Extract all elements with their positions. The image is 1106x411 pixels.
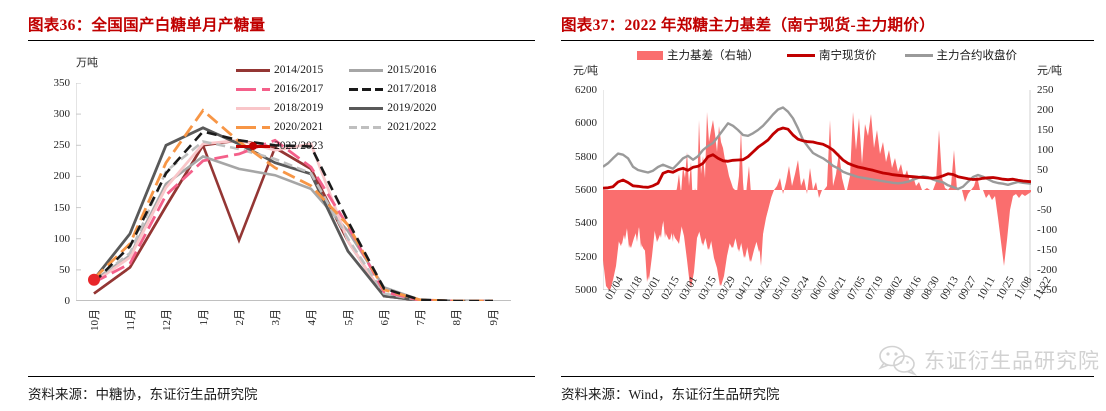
chart37-rytick-200: 200 (1037, 104, 1054, 116)
chart37-lytick-5200: 5200 (575, 250, 597, 263)
chart36-ytick-250: 250 (53, 139, 71, 152)
chart36-ytick-150: 150 (53, 201, 71, 214)
chart36-xtick-4: 2月 (234, 309, 246, 326)
chart37-rytick-m250: -250 (1037, 284, 1058, 296)
legend-swatch-basis (637, 50, 663, 60)
figure-36-source-block: 资料来源：中糖协，东证衍生品研究院 (28, 376, 535, 403)
figure-37-chart: 主力基差（右轴） 南宁现货价 主力合约收盘价 元/吨 元/吨 6200 6000… (561, 40, 1098, 340)
chart36-xtick-11: 9月 (488, 309, 500, 326)
chart37-series-nanning-spot (603, 126, 1031, 190)
chart36-ytick-350: 350 (53, 77, 71, 89)
legend-item-2018-2019[interactable]: 2018/2019 (236, 102, 323, 114)
figure-36-title-rule (28, 40, 535, 41)
legend-label-2021-2022: 2021/2022 (387, 121, 437, 133)
chart36-series-2017-2018 (93, 130, 493, 301)
chart37-series-main-contract (603, 106, 1031, 191)
chart36-xtick-8: 6月 (379, 309, 391, 326)
chart37-lytick-5400: 5400 (575, 217, 597, 230)
chart37-right-unit: 元/吨 (1037, 65, 1063, 77)
wechat-icon (878, 343, 918, 377)
chart36-ytick-50: 50 (59, 263, 70, 276)
figure-37-source: 资料来源：Wind，东证衍生品研究院 (561, 387, 780, 402)
chart37-rytick-150: 150 (1037, 124, 1054, 136)
legend-item-2016-2017[interactable]: 2016/2017 (236, 83, 323, 95)
legend-label-2020-2021: 2020/2021 (274, 121, 324, 133)
chart36-series-2016-2017 (93, 138, 493, 301)
figure-37-source-rule (561, 376, 1094, 377)
chart37-rytick-100: 100 (1037, 144, 1054, 156)
watermark: 东证衍生品研究院 (878, 343, 1100, 377)
chart36-ytick-100: 100 (53, 232, 71, 245)
chart36-xtick-1: 11月 (125, 309, 137, 331)
legend-item-2014-2015[interactable]: 2014/2015 (236, 64, 323, 76)
legend-swatch-nanning-spot (787, 53, 815, 57)
chart36-marker-2022-2023 (88, 273, 100, 286)
chart36-ytick-0: 0 (64, 295, 71, 307)
chart36-y-unit: 万吨 (76, 57, 98, 69)
legend-item-2017-2018[interactable]: 2017/2018 (349, 83, 436, 95)
chart36-xtick-2: 12月 (161, 309, 173, 331)
chart37-rytick-m200: -200 (1037, 264, 1058, 276)
legend-label-2019-2020: 2019/2020 (387, 102, 437, 114)
figure-37-title: 图表37：2022 年郑糖主力基差（南宁现货-主力期价） (561, 17, 935, 34)
legend-item-main-contract[interactable]: 主力合约收盘价 (904, 47, 1018, 63)
chart37-rytick-m100: -100 (1037, 224, 1058, 236)
chart36-xtick-10: 8月 (451, 309, 463, 326)
figure-36-source-rule (28, 376, 535, 377)
legend-item-2015-2016[interactable]: 2015/2016 (349, 64, 436, 76)
chart37-left-unit: 元/吨 (573, 65, 599, 77)
chart37-rytick-m150: -150 (1037, 244, 1058, 256)
chart37-lytick-5800: 5800 (575, 150, 597, 163)
chart36-legend: 2014/2015 2015/2016 2016/2017 2017/2018 (236, 64, 436, 152)
figure-36-source: 资料来源：中糖协，东证衍生品研究院 (28, 387, 258, 402)
chart36-xtick-7: 5月 (343, 309, 355, 326)
chart36-xtick-6: 4月 (306, 309, 318, 326)
legend-label-2018-2019: 2018/2019 (274, 102, 324, 114)
legend-label-basis: 主力基差（右轴） (667, 50, 759, 62)
legend-item-nanning-spot[interactable]: 南宁现货价 (787, 47, 877, 63)
chart37-lytick-6000: 6000 (575, 117, 597, 130)
chart37-lytick-5000: 5000 (575, 284, 597, 296)
chart36-xtick-3: 1月 (198, 309, 210, 326)
chart37-rytick-0: 0 (1037, 184, 1043, 196)
chart36-ytick-200: 200 (53, 170, 71, 183)
chart36-xtick-5: 3月 (270, 309, 282, 326)
figure-36-panel: 图表36：全国国产白糖单月产糖量 万吨 350 300 250 200 150 … (28, 17, 535, 403)
chart37-basis-detail (603, 112, 1031, 290)
chart36-xtick-0: 10月 (89, 309, 101, 331)
legend-label-2015-2016: 2015/2016 (387, 64, 437, 76)
chart37-svg (603, 90, 1031, 290)
legend-item-2022-2023[interactable]: 2022/2023 (236, 140, 323, 152)
legend-label-2014-2015: 2014/2015 (274, 64, 324, 76)
chart37-rytick-50: 50 (1037, 164, 1048, 176)
figure-36-chart: 万吨 350 300 250 200 150 100 50 0 (28, 48, 535, 348)
chart37-rytick-m50: -50 (1037, 204, 1052, 216)
chart37-lytick-6200: 6200 (575, 84, 597, 96)
legend-item-2020-2021[interactable]: 2020/2021 (236, 121, 323, 133)
chart36-xtick-9: 7月 (415, 309, 427, 326)
legend-label-main-contract: 主力合约收盘价 (936, 50, 1018, 62)
legend-label-2016-2017: 2016/2017 (274, 83, 324, 95)
legend-label-2022-2023: 2022/2023 (274, 140, 324, 152)
chart36-series-2021-2022 (93, 140, 493, 301)
figure-36-title: 图表36：全国国产白糖单月产糖量 (28, 17, 266, 34)
chart36-svg (76, 83, 511, 301)
chart37-rytick-250: 250 (1037, 84, 1054, 96)
legend-item-basis[interactable]: 主力基差（右轴） (637, 47, 759, 63)
figure-37-title-rule (561, 40, 1094, 41)
chart37-legend: 主力基差（右轴） 南宁现货价 主力合约收盘价 (637, 47, 1017, 63)
chart36-ytick-300: 300 (53, 108, 71, 121)
legend-item-2019-2020[interactable]: 2019/2020 (349, 102, 436, 114)
figure-37-panel: 图表37：2022 年郑糖主力基差（南宁现货-主力期价） 主力基差（右轴） 南宁… (553, 0, 1106, 411)
legend-label-nanning-spot: 南宁现货价 (819, 50, 877, 62)
legend-label-2017-2018: 2017/2018 (387, 83, 437, 95)
legend-swatch-main-contract (904, 53, 933, 57)
chart37-plot-area (603, 90, 1031, 290)
figure-37-source-block: 资料来源：Wind，东证衍生品研究院 (561, 376, 1094, 403)
watermark-text: 东证衍生品研究院 (924, 349, 1100, 373)
legend-item-2021-2022[interactable]: 2021/2022 (349, 121, 436, 133)
chart36-plot-area (76, 83, 511, 301)
chart37-lytick-5600: 5600 (575, 184, 597, 196)
